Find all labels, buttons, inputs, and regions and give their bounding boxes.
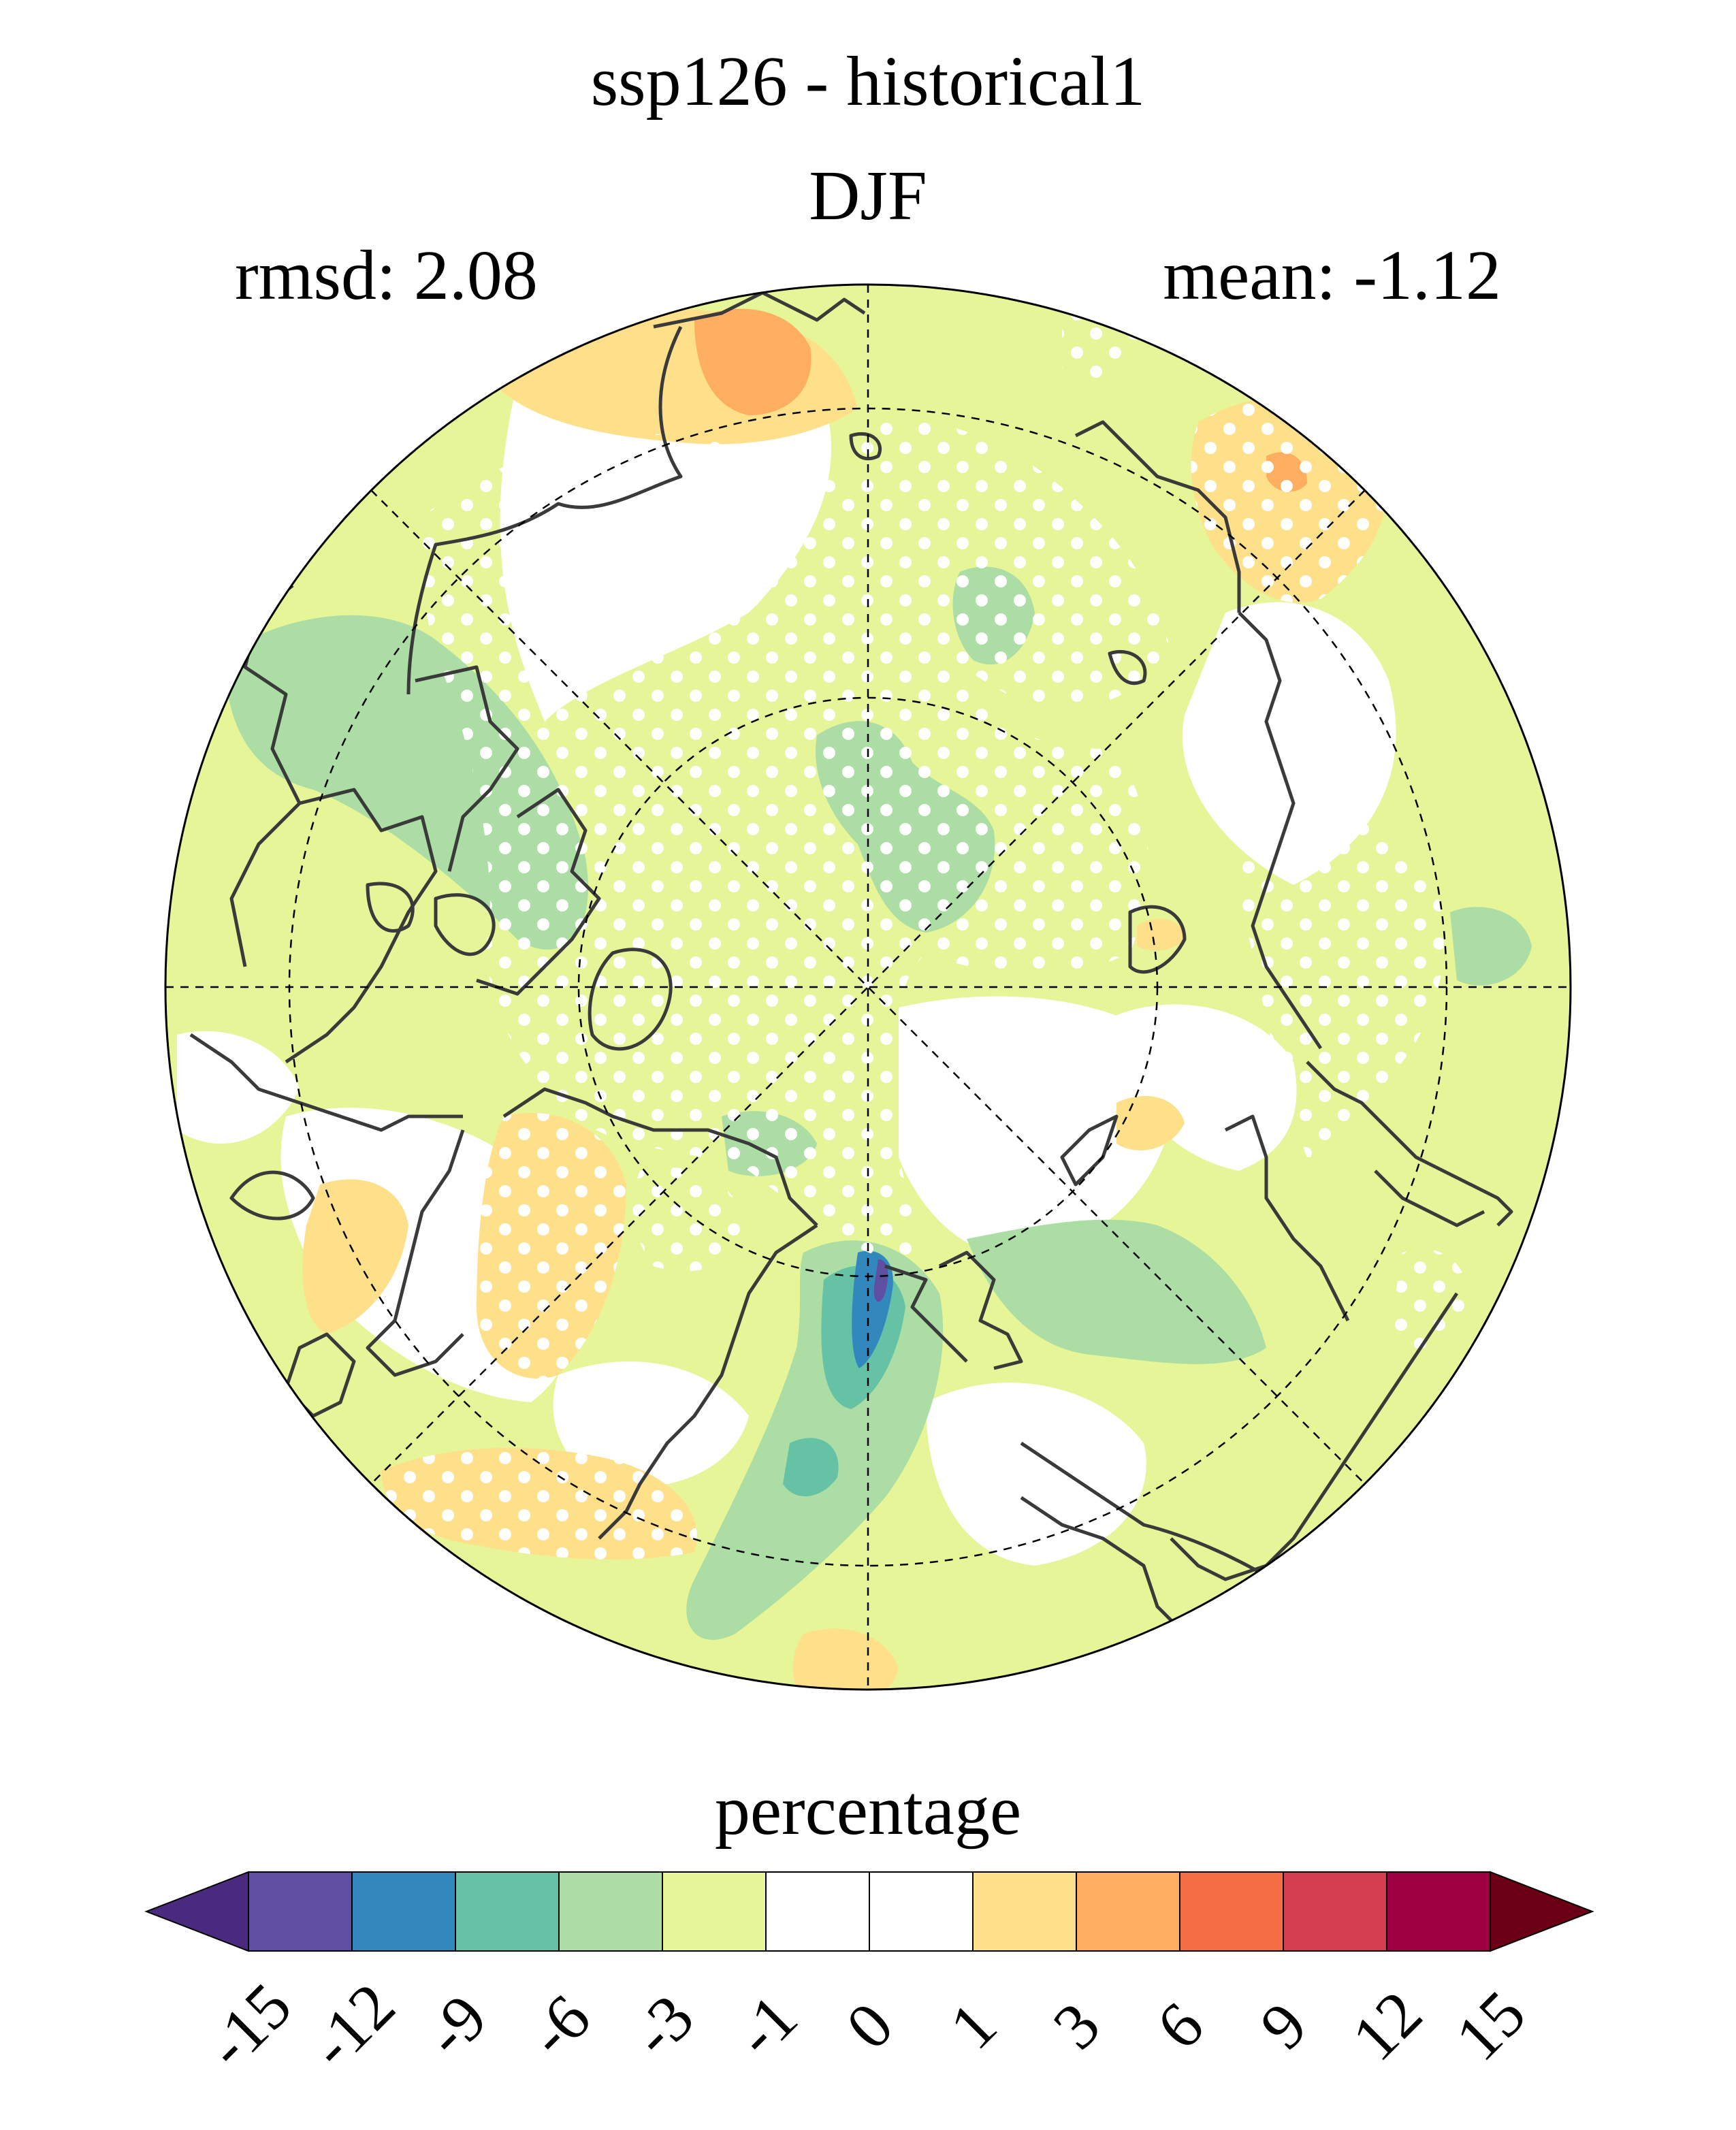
colorbar-over-triangle xyxy=(1490,1871,1594,1952)
coastlines xyxy=(189,291,1513,1675)
colorbar-cell xyxy=(558,1871,663,1952)
significance-stippling xyxy=(381,285,1470,1560)
colorbar-under-triangle xyxy=(144,1871,249,1952)
colorbar-cell xyxy=(1283,1871,1387,1952)
colorbar-cell xyxy=(972,1871,1077,1952)
colorbar-cell xyxy=(1076,1871,1180,1952)
shaded-field xyxy=(165,285,1571,1690)
mean-label: mean: -1.12 xyxy=(1163,236,1501,314)
colorbar-cell xyxy=(869,1871,974,1952)
graticule xyxy=(165,285,1571,1690)
colorbar-cell xyxy=(248,1871,353,1952)
colorbar-cell xyxy=(351,1871,456,1952)
colorbar-cell xyxy=(765,1871,870,1952)
colorbar-cell xyxy=(662,1871,767,1952)
colorbar-label: percentage xyxy=(714,1771,1022,1850)
map-title: ssp126 - historical1 xyxy=(590,42,1146,120)
colorbar xyxy=(144,1871,1594,1952)
rmsd-label: rmsd: 2.08 xyxy=(235,236,538,314)
colorbar-cell xyxy=(1386,1871,1491,1952)
polar-map xyxy=(164,283,1572,1691)
colorbar-cell xyxy=(455,1871,560,1952)
colorbar-cell xyxy=(1179,1871,1284,1952)
map-boundary xyxy=(164,283,1572,1691)
extreme-negative-region xyxy=(873,1259,888,1302)
season-label: DJF xyxy=(809,157,927,235)
